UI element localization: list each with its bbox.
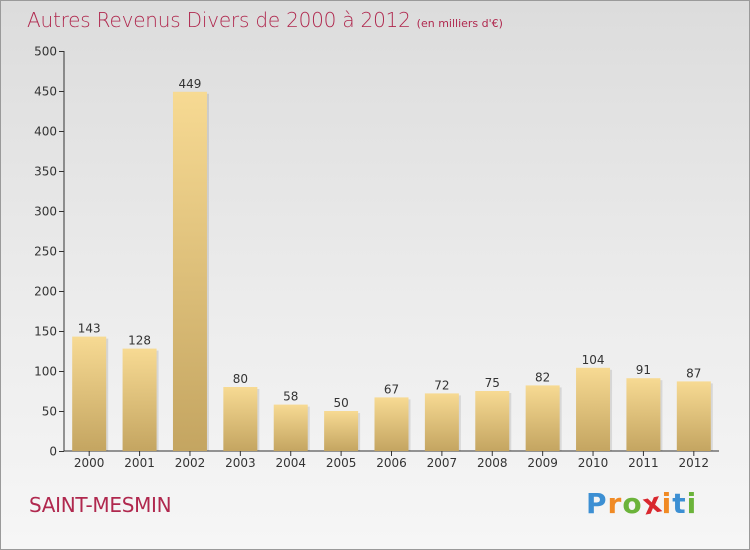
bar [475, 391, 510, 451]
x-tick-label: 2001 [124, 456, 155, 470]
x-tick-label: 2010 [578, 456, 609, 470]
bar-value-label: 104 [582, 353, 605, 367]
y-tick-label: 350 [34, 165, 57, 179]
x-tick-label: 2008 [477, 456, 508, 470]
bar [273, 404, 308, 451]
y-tick-label: 150 [34, 325, 57, 339]
bar-value-label: 91 [636, 363, 651, 377]
bar [626, 378, 661, 451]
x-tick-label: 2004 [275, 456, 306, 470]
bar [72, 336, 107, 451]
bar-value-label: 50 [333, 396, 348, 410]
bar-value-label: 87 [686, 366, 701, 380]
proxiti-logo: Proxiti [586, 485, 698, 521]
chart-title: Autres Revenus Divers de 2000 à 2012 (en … [27, 8, 503, 32]
bar-value-label: 449 [179, 77, 202, 91]
bar [172, 91, 207, 452]
y-tick-label: 250 [34, 245, 57, 259]
chart-title-main: Autres Revenus Divers de 2000 à 2012 [27, 8, 411, 32]
bar-value-label: 80 [233, 372, 248, 386]
x-tick-label: 2009 [527, 456, 558, 470]
x-tick-label: 2002 [175, 456, 206, 470]
bar [122, 348, 157, 451]
y-tick-label: 0 [49, 445, 57, 459]
x-tick-label: 2000 [74, 456, 105, 470]
bar-value-label: 82 [535, 370, 550, 384]
x-tick-label: 2006 [376, 456, 407, 470]
bar-value-label: 75 [485, 376, 500, 390]
bar-value-label: 128 [128, 334, 151, 348]
y-tick-label: 300 [34, 205, 57, 219]
y-tick-label: 450 [34, 85, 57, 99]
x-tick-label: 2005 [326, 456, 357, 470]
y-tick-label: 200 [34, 285, 57, 299]
bar-value-label: 72 [434, 378, 449, 392]
y-tick-label: 500 [34, 45, 57, 59]
logo-letter: P [586, 487, 608, 520]
bar-value-label: 67 [384, 382, 399, 396]
y-tick-label: 100 [34, 365, 57, 379]
x-tick-label: 2012 [679, 456, 710, 470]
x-tick-label: 2011 [628, 456, 659, 470]
bar-value-label: 58 [283, 390, 298, 404]
bar [576, 367, 611, 451]
logo-letter: r [607, 487, 623, 520]
logo-letter: i [661, 487, 673, 520]
bar-value-label: 143 [78, 322, 101, 336]
x-tick-label: 2007 [427, 456, 458, 470]
bar [324, 411, 359, 451]
logo-letter: i [686, 487, 698, 520]
bar [525, 385, 560, 451]
bar [676, 381, 711, 451]
y-tick-label: 50 [42, 405, 57, 419]
bar [374, 397, 409, 451]
logo-letter: t [672, 487, 687, 520]
commune-name: SAINT-MESMIN [29, 493, 172, 517]
logo-letter: o [622, 487, 643, 520]
y-tick-label: 400 [34, 125, 57, 139]
x-tick-label: 2003 [225, 456, 256, 470]
bar [223, 387, 258, 451]
bar [424, 393, 459, 451]
chart-title-unit: (en milliers d'€) [416, 17, 503, 30]
